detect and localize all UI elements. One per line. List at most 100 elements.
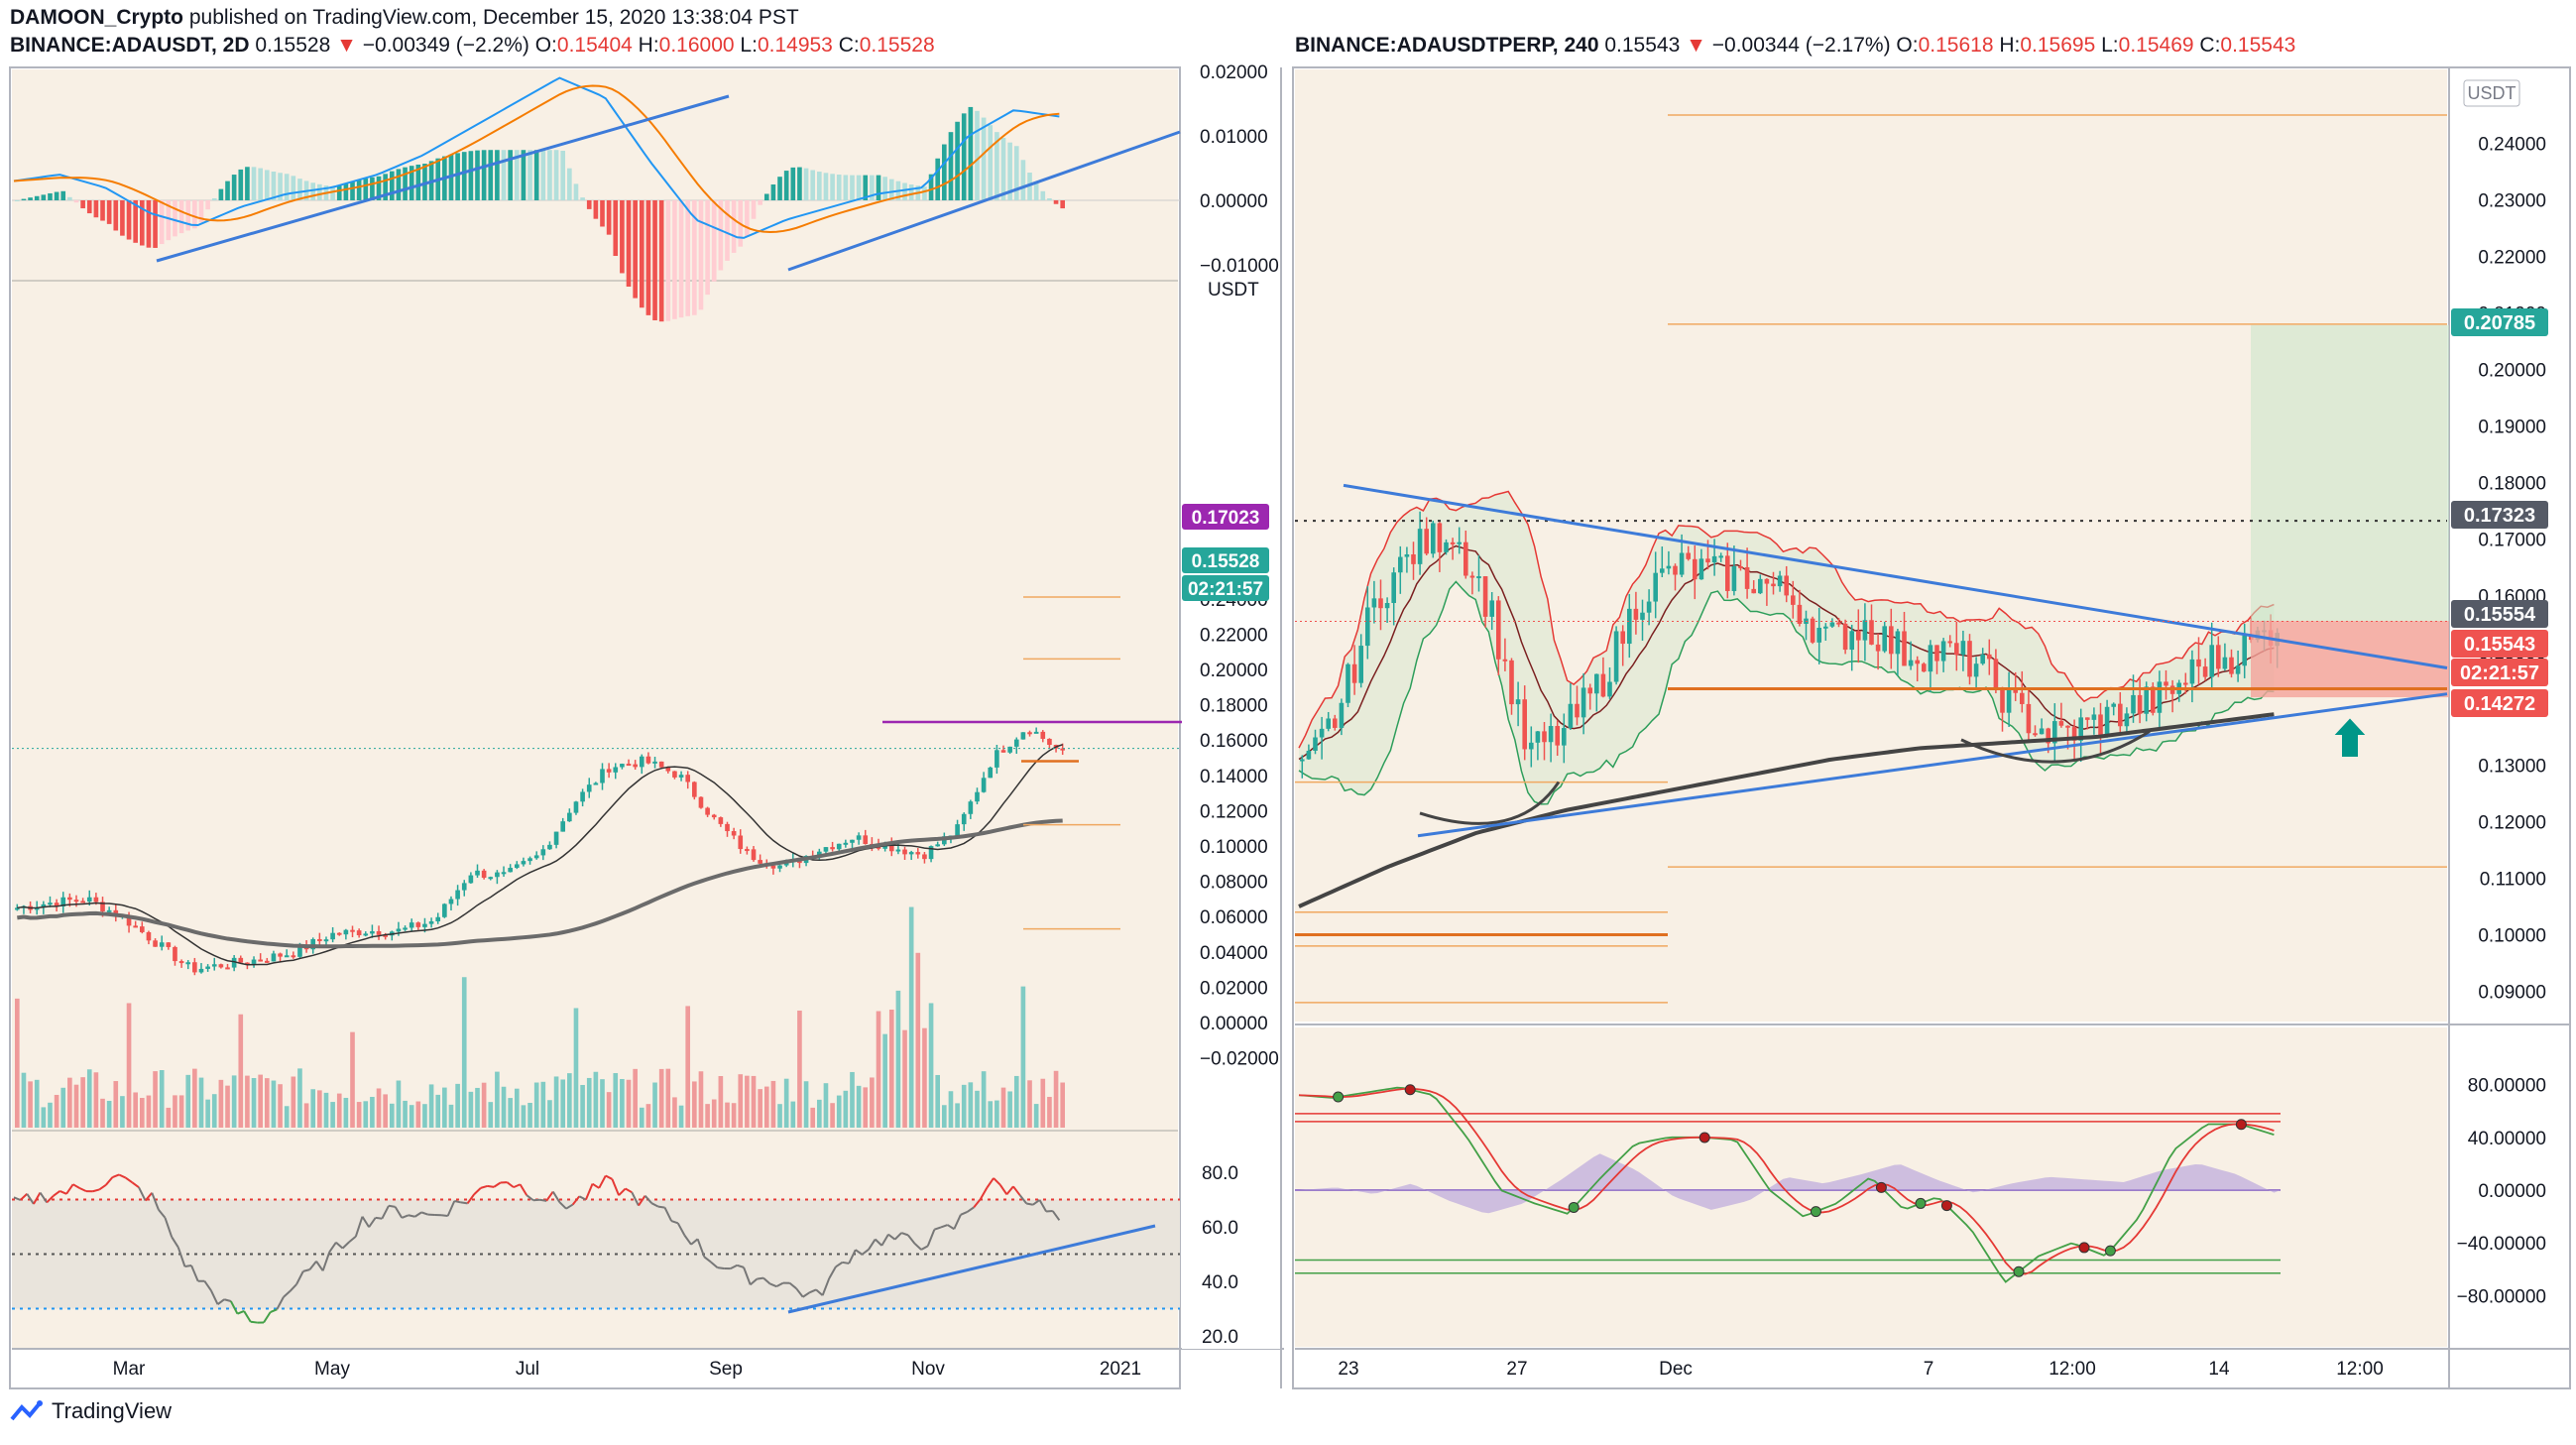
volume-bar	[770, 1080, 776, 1128]
candle	[1575, 703, 1580, 718]
candle	[1842, 623, 1848, 651]
right-long-ma	[1298, 712, 2275, 908]
right-level-label: 0.17323	[2451, 501, 2548, 529]
rsi-line	[737, 1264, 745, 1268]
volume-bar	[955, 1103, 960, 1128]
macd-histogram-bar	[961, 113, 967, 200]
candle	[1371, 598, 1377, 608]
volume-bar	[435, 1094, 441, 1128]
candle	[600, 769, 605, 783]
candle	[1535, 731, 1541, 743]
stoch-cross-dot	[2104, 1245, 2116, 1257]
stoch-cross-dot	[1333, 1091, 1345, 1103]
volume-bar	[533, 1082, 539, 1128]
stoch-cross-dot	[1875, 1181, 1887, 1193]
volume-bar	[211, 1094, 217, 1128]
macd-histogram-bar	[106, 200, 112, 224]
candle	[317, 938, 322, 941]
macd-histogram-bar	[527, 150, 532, 200]
macd-histogram-bar	[34, 195, 40, 200]
volume-bar	[836, 1095, 842, 1128]
right-open: 0.15618	[1918, 34, 1994, 57]
candle	[383, 934, 388, 937]
volume-bar	[521, 1105, 527, 1128]
rsi-line	[519, 1183, 528, 1196]
candle	[508, 868, 513, 873]
candle	[1450, 542, 1456, 544]
left-macd-tick: 0.02000	[1200, 62, 1268, 83]
author-name[interactable]: DAMOON_Crypto	[10, 6, 184, 29]
rsi-line	[657, 1205, 665, 1209]
candle	[567, 812, 572, 822]
candle	[1548, 726, 1554, 743]
candle	[1013, 739, 1019, 747]
left-close: 0.15528	[859, 34, 935, 57]
publish-info: published on TradingView.com, December 1…	[188, 6, 799, 29]
candle	[370, 930, 375, 934]
macd-histogram-bar	[685, 200, 691, 316]
rsi-line	[65, 1183, 74, 1195]
candle	[908, 852, 914, 855]
candle	[1555, 726, 1560, 746]
candle	[1391, 572, 1396, 604]
candle	[1568, 703, 1574, 729]
volume-bar	[915, 952, 921, 1128]
macd-histogram-bar	[817, 172, 822, 200]
candle	[915, 852, 921, 855]
candle	[1594, 673, 1599, 694]
macd-trendline	[787, 130, 1181, 272]
rsi-line	[973, 1198, 982, 1209]
candle	[2242, 635, 2247, 666]
footer-brand[interactable]: TradingView	[52, 1398, 173, 1423]
right-chart-panel[interactable]: 0.240000.230000.220000.210000.200000.190…	[1292, 66, 2571, 1389]
volume-bar	[817, 1099, 822, 1128]
volume-bar	[86, 1069, 92, 1128]
candle	[1404, 553, 1410, 557]
candle	[231, 957, 237, 968]
rounding-bottom	[1419, 781, 1561, 825]
volume-bar	[902, 1029, 907, 1128]
left-symbol[interactable]: BINANCE:ADAUSDT, 2D	[10, 34, 250, 57]
rsi-line	[26, 1193, 35, 1205]
rsi-line	[223, 1298, 232, 1302]
candle	[1431, 523, 1436, 554]
left-long-ma	[17, 818, 1063, 949]
rsi-line	[321, 1251, 331, 1271]
macd-histogram-bar	[751, 200, 757, 219]
candle	[1333, 718, 1338, 728]
volume-bar	[540, 1081, 546, 1128]
rsi-line	[1012, 1185, 1021, 1196]
rsi-line	[775, 1281, 784, 1288]
macd-histogram-bar	[540, 150, 546, 200]
macd-histogram-bar	[888, 179, 894, 200]
candle	[745, 849, 750, 852]
candle	[975, 791, 980, 802]
candle	[218, 964, 224, 968]
rsi-line	[769, 1282, 777, 1288]
stop-zone	[2251, 621, 2449, 698]
right-osc-tick: −40.00000	[2457, 1234, 2546, 1255]
volume-bar	[284, 1106, 290, 1128]
macd-histogram-bar	[415, 164, 421, 200]
rsi-line	[960, 1210, 968, 1216]
candle	[1784, 575, 1789, 596]
volume-bar	[895, 990, 901, 1128]
rsi-line	[638, 1195, 646, 1207]
candle	[658, 761, 664, 768]
right-time-tick: Dec	[1659, 1359, 1693, 1380]
candle	[1384, 603, 1390, 609]
candle	[86, 897, 92, 903]
rsi-line	[13, 1196, 22, 1201]
candle	[1496, 600, 1501, 660]
volume-bar	[415, 1101, 421, 1128]
volume-bar	[251, 1077, 257, 1128]
candle	[343, 929, 349, 935]
right-symbol[interactable]: BINANCE:ADAUSDTPERP, 240	[1295, 34, 1599, 57]
rsi-line	[887, 1233, 896, 1241]
candle	[1856, 631, 1861, 641]
candle	[1020, 732, 1026, 740]
volume-bar	[428, 1084, 434, 1128]
candle	[527, 858, 532, 862]
